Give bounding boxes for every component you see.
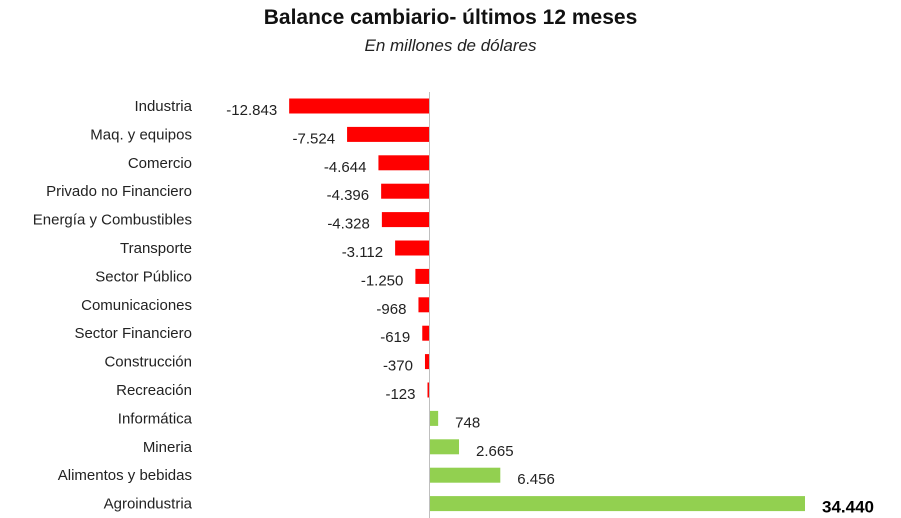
value-label: 6.456 — [517, 471, 555, 488]
category-label: Comunicaciones — [81, 297, 192, 314]
category-label: Informática — [118, 410, 193, 427]
chart-title: Balance cambiario- últimos 12 meses — [263, 6, 638, 29]
value-label: -3.112 — [342, 244, 383, 261]
value-label: -4.328 — [327, 216, 370, 233]
value-label: -7.524 — [293, 130, 336, 147]
bar — [424, 354, 429, 370]
bar — [427, 382, 429, 398]
bar — [430, 467, 501, 483]
value-label: 34.440 — [822, 498, 874, 517]
bar — [418, 297, 429, 313]
value-label: 748 — [455, 414, 480, 431]
bar — [422, 325, 429, 341]
value-label: -4.396 — [327, 187, 370, 204]
category-label: Industria — [134, 98, 192, 115]
category-label: Agroindustria — [104, 496, 193, 513]
category-label: Energía y Combustibles — [33, 212, 192, 229]
bar — [347, 126, 429, 142]
category-label: Transporte — [120, 240, 192, 257]
category-label: Recreación — [116, 382, 192, 399]
value-label: -12.843 — [226, 102, 277, 119]
category-label: Construcción — [104, 354, 192, 371]
bar — [381, 183, 429, 199]
category-label: Comercio — [128, 155, 192, 172]
chart-subtitle: En millones de dólares — [364, 36, 537, 55]
value-label: -370 — [383, 358, 413, 375]
category-label: Maq. y equipos — [90, 126, 192, 143]
bar — [430, 410, 439, 426]
bar — [289, 98, 429, 114]
value-label: -968 — [376, 301, 406, 318]
category-label: Privado no Financiero — [46, 183, 192, 200]
value-label: -4.644 — [324, 159, 367, 176]
category-label: Sector Financiero — [74, 325, 192, 342]
bar — [430, 496, 805, 512]
bar — [378, 155, 429, 171]
category-label: Alimentos y bebidas — [58, 467, 192, 484]
category-label: Mineria — [143, 439, 193, 456]
bar — [395, 240, 429, 256]
value-label: 2.665 — [476, 443, 514, 460]
bar — [415, 268, 429, 284]
value-label: -123 — [385, 386, 415, 403]
bar — [430, 439, 460, 455]
bar — [381, 212, 429, 228]
value-label: -1.250 — [361, 272, 404, 289]
category-label: Sector Público — [95, 268, 192, 285]
value-label: -619 — [380, 329, 410, 346]
